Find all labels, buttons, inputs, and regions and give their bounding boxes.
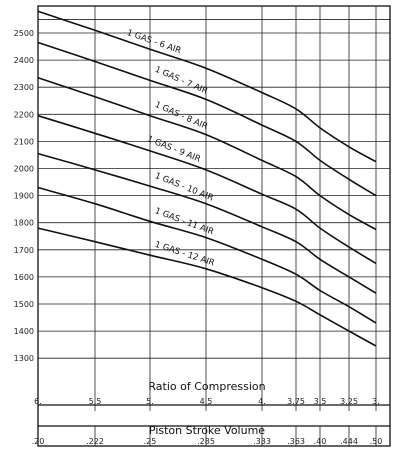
x2-tick-label: .25 — [144, 437, 157, 446]
y-tick-label: 2000 — [14, 165, 34, 174]
x-tick-label: 3. — [372, 397, 380, 406]
series-line — [37, 186, 377, 324]
x2-tick-label: .50 — [370, 437, 383, 446]
x-axis-title: Ratio of Compression — [148, 380, 265, 393]
x-tick-label: 5.5 — [89, 397, 102, 406]
series-line — [37, 41, 377, 197]
y-tick-label: 2100 — [14, 137, 34, 146]
y-tick-label: 2500 — [14, 29, 34, 38]
x2-axis-title: Piston Stroke Volume — [149, 424, 265, 437]
series-label: 1 GAS - 10 AIR — [153, 171, 215, 203]
y-tick-label: 2400 — [14, 56, 34, 65]
series-line — [37, 227, 377, 347]
y-tick-label: 1600 — [14, 273, 34, 282]
y-tick-label: 2300 — [14, 83, 34, 92]
curves-layer — [37, 10, 377, 347]
x-tick-label: 3.75 — [287, 397, 305, 406]
y-tick-label: 1400 — [14, 327, 34, 336]
y-tick-label: 1500 — [14, 300, 34, 309]
plot-frame — [37, 5, 391, 447]
y-tick-label: 1800 — [14, 219, 34, 228]
x-tick-label: 4.5 — [200, 397, 213, 406]
grid-layer — [37, 6, 390, 446]
series-label: 1 GAS - 8 AIR — [153, 100, 209, 132]
x2-tick-label: .444 — [340, 437, 358, 446]
y-tick-label: 1900 — [14, 192, 34, 201]
x2-tick-label: .222 — [86, 437, 104, 446]
x-tick-label: 5. — [146, 397, 154, 406]
x2-tick-label: .363 — [287, 437, 305, 446]
series-line — [37, 114, 377, 265]
series-label: 1 GAS - 6 AIR — [125, 28, 182, 56]
y-tick-label: 2200 — [14, 110, 34, 119]
y-tick-label: 1300 — [14, 354, 34, 363]
series-label: 1 GAS - 7 AIR — [153, 65, 209, 97]
series-label: 1 GAS - 9 AIR — [145, 134, 201, 164]
x2-tick-label: .333 — [253, 437, 271, 446]
ticks-layer: 1300 1400 1500 1600 1700 1800 1900 2000 2100 2200… — [14, 29, 383, 446]
x-tick-label: 3.5 — [314, 397, 327, 406]
x-tick-label: 4. — [258, 397, 266, 406]
series-line — [37, 76, 377, 231]
series-line — [37, 152, 377, 294]
x-tick-label: 3.25 — [340, 397, 358, 406]
series-line — [37, 10, 377, 163]
x2-tick-label: .40 — [314, 437, 327, 446]
x2-tick-label: .285 — [197, 437, 215, 446]
y-tick-label: 1700 — [14, 246, 34, 255]
